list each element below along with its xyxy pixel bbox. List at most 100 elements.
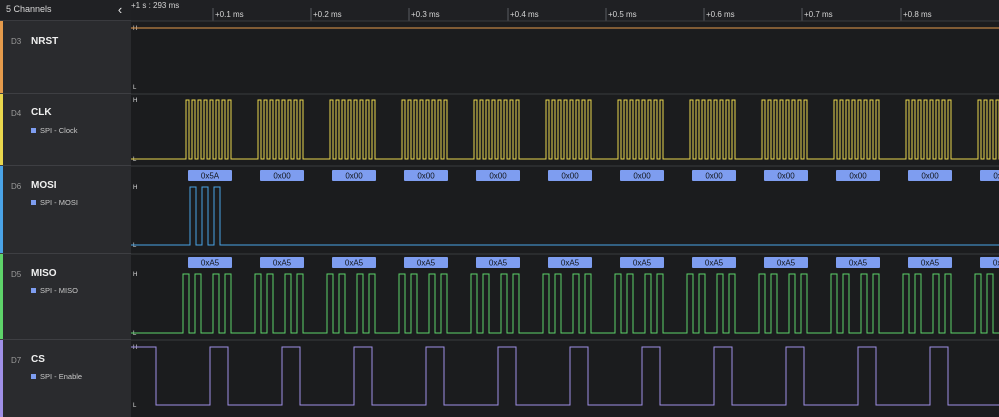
- channel-row-cs[interactable]: D7 CS SPI - Enable: [0, 340, 131, 417]
- clk-waveform: [131, 99, 999, 160]
- mosi-frame-box[interactable]: [188, 170, 232, 181]
- analyzer-color-swatch: [31, 127, 36, 133]
- miso-frame-box[interactable]: [908, 257, 952, 268]
- mosi-frame-value: 0x00: [561, 172, 579, 181]
- analyzer-color-swatch: [31, 199, 36, 205]
- miso-frame-box[interactable]: [692, 257, 736, 268]
- channel-color-bar: [0, 94, 3, 165]
- mosi-frame-value: 0x00: [777, 172, 795, 181]
- channel-name[interactable]: NRST: [31, 36, 59, 47]
- channel-id: D6: [11, 182, 22, 191]
- miso-frame-value: 0xA5: [849, 259, 868, 268]
- analyzer-name: SPI - MOSI: [40, 198, 78, 207]
- channel-row-mosi[interactable]: D6 MOSI SPI - MOSI: [0, 166, 131, 254]
- channel-name[interactable]: MISO: [31, 268, 57, 279]
- ruler-tick-label: +0.4 ms: [510, 10, 539, 19]
- mosi-frame-box[interactable]: [692, 170, 736, 181]
- analyzer-label[interactable]: SPI - MOSI: [31, 198, 78, 207]
- miso-frame-box[interactable]: [764, 257, 808, 268]
- mosi-frame-value: 0x00: [705, 172, 723, 181]
- level-high-label: H: [133, 272, 137, 278]
- level-low-label: L: [133, 331, 137, 337]
- time-ruler[interactable]: [131, 0, 999, 21]
- mosi-waveform: [131, 186, 999, 246]
- miso-frame-box[interactable]: [620, 257, 664, 268]
- channel-count-title: 5 Channels: [6, 4, 52, 14]
- channel-name[interactable]: CLK: [31, 107, 52, 118]
- ruler-tick-label: +0.5 ms: [608, 10, 637, 19]
- miso-frame-box[interactable]: [332, 257, 376, 268]
- mosi-frame-box[interactable]: [548, 170, 592, 181]
- cs-waveform: [131, 346, 999, 406]
- analyzer-label[interactable]: SPI - Enable: [31, 372, 82, 381]
- miso-frame-box[interactable]: [404, 257, 448, 268]
- miso-frame-value: 0xA5: [777, 259, 796, 268]
- channel-row-miso[interactable]: D5 MISO SPI - MISO: [0, 254, 131, 340]
- miso-frame-value: 0xA5: [633, 259, 652, 268]
- channel-name[interactable]: CS: [31, 354, 45, 365]
- level-low-label: L: [133, 85, 137, 91]
- level-high-label: H: [133, 185, 137, 191]
- channel-name[interactable]: MOSI: [31, 180, 57, 191]
- channel-id: D3: [11, 37, 22, 46]
- miso-frame-box[interactable]: [260, 257, 304, 268]
- channel-color-bar: [0, 254, 3, 339]
- mosi-frame-box[interactable]: [476, 170, 520, 181]
- ruler-tick-label: +0.8 ms: [903, 10, 932, 19]
- mosi-frame-value: 0x00: [417, 172, 435, 181]
- channel-sidebar: 5 Channels ‹ D3 NRST D4 CLK SPI - Clock …: [0, 0, 131, 417]
- mosi-frame-value: 0x00: [921, 172, 939, 181]
- miso-waveform: [131, 273, 999, 334]
- mosi-frame-box[interactable]: [980, 170, 999, 181]
- analyzer-color-swatch: [31, 287, 36, 293]
- miso-frame-box[interactable]: [548, 257, 592, 268]
- mosi-frame-value: 0x5A: [201, 172, 220, 181]
- miso-frame-value: 0xA5: [489, 259, 508, 268]
- channel-color-bar: [0, 340, 3, 417]
- channel-row-clk[interactable]: D4 CLK SPI - Clock: [0, 94, 131, 166]
- mosi-frame-box[interactable]: [908, 170, 952, 181]
- level-high-label: H: [133, 345, 137, 351]
- ruler-tick-label: +0.7 ms: [804, 10, 833, 19]
- miso-frame-value: 0xA5: [201, 259, 220, 268]
- ruler-tick-label: +0.3 ms: [411, 10, 440, 19]
- mosi-frame-value: 0x00: [345, 172, 363, 181]
- channel-color-bar: [0, 21, 3, 93]
- mosi-frame-value: 0x00: [993, 172, 999, 181]
- channel-id: D5: [11, 270, 22, 279]
- mosi-frame-value: 0x00: [273, 172, 291, 181]
- miso-frame-value: 0xA5: [705, 259, 724, 268]
- miso-frame-box[interactable]: [476, 257, 520, 268]
- mosi-frame-box[interactable]: [836, 170, 880, 181]
- chevron-left-icon[interactable]: ‹: [117, 2, 123, 17]
- channel-row-nrst[interactable]: D3 NRST: [0, 21, 131, 94]
- ruler-tick-label: +0.2 ms: [313, 10, 342, 19]
- mosi-frame-value: 0x00: [849, 172, 867, 181]
- channel-color-bar: [0, 166, 3, 253]
- analyzer-name: SPI - Enable: [40, 372, 83, 381]
- mosi-frame-box[interactable]: [260, 170, 304, 181]
- mosi-frame-value: 0x00: [489, 172, 507, 181]
- miso-frame-value: 0xA5: [561, 259, 580, 268]
- level-high-label: H: [133, 26, 137, 32]
- waveform-area[interactable]: +1 s : 293 ms +0.1 ms +0.2 ms +0.3 ms +0.4 m…: [131, 0, 999, 417]
- miso-frame-value: 0xA5: [993, 259, 999, 268]
- analyzer-label[interactable]: SPI - MISO: [31, 286, 78, 295]
- level-high-label: H: [133, 98, 137, 104]
- analyzer-name: SPI - MISO: [40, 286, 78, 295]
- mosi-frame-box[interactable]: [764, 170, 808, 181]
- mosi-frame-box[interactable]: [404, 170, 448, 181]
- mosi-frame-box[interactable]: [332, 170, 376, 181]
- channel-id: D4: [11, 109, 22, 118]
- analyzer-label[interactable]: SPI - Clock: [31, 126, 78, 135]
- miso-frame-box[interactable]: [980, 257, 999, 268]
- analyzer-name: SPI - Clock: [40, 126, 78, 135]
- ruler-tick-label: +0.6 ms: [706, 10, 735, 19]
- miso-frame-box[interactable]: [836, 257, 880, 268]
- analyzer-color-swatch: [31, 373, 36, 379]
- channel-id: D7: [11, 356, 22, 365]
- miso-frame-box[interactable]: [188, 257, 232, 268]
- mosi-frame-box[interactable]: [620, 170, 664, 181]
- ruler-origin-label: +1 s : 293 ms: [131, 1, 179, 10]
- ruler-tick-label: +0.1 ms: [215, 10, 244, 19]
